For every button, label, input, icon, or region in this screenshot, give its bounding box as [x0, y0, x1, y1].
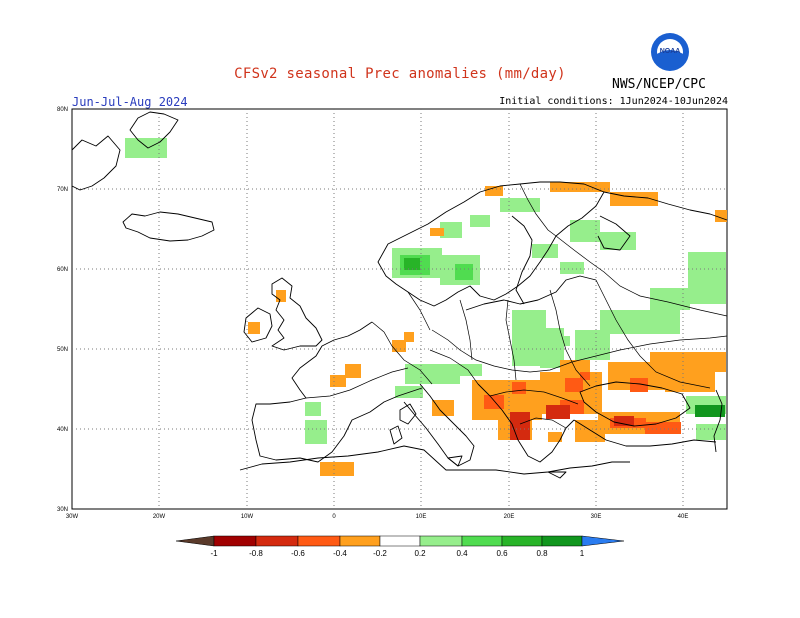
legend-swatch-9: [541, 535, 583, 547]
forecast-period: Jun-Jul-Aug 2024: [72, 95, 188, 109]
legend-tick-label: -0.8: [249, 549, 263, 558]
western-europe-coast: [251, 321, 423, 463]
balkans-coast: [477, 383, 575, 463]
mediterranean-islands: [389, 403, 567, 479]
legend-tick-label: 0.4: [456, 549, 468, 558]
legend-swatch-2: [255, 535, 299, 547]
greenland-coast: [71, 135, 121, 191]
color-legend: -1 -0.8 -0.6 -0.4 -0.2 0.2 0.4 0.6 0.8 1: [175, 535, 625, 558]
north-africa-coast: [239, 445, 630, 475]
lon-label-30e: 30E: [591, 514, 602, 520]
gulf-bothnia: [511, 215, 533, 305]
lon-label-20e: 20E: [504, 514, 515, 520]
legend-tick-label: -0.4: [333, 549, 347, 558]
svalbard-coast: [129, 111, 179, 149]
white-sea: [597, 215, 631, 251]
legend-tick-label: 0.6: [496, 549, 508, 558]
lat-label-80n: 80N: [57, 107, 68, 113]
legend-swatch-4: [339, 535, 381, 547]
legend-swatch-6: [419, 535, 463, 547]
russia-north-coast: [603, 191, 728, 221]
legend-tick-label: -0.6: [291, 549, 305, 558]
legend-swatch-1: [213, 535, 257, 547]
anatolia-coast: [573, 419, 717, 447]
legend-swatch-8: [501, 535, 543, 547]
anomaly-cells: [125, 138, 727, 476]
iceland-coast: [122, 211, 215, 242]
legend-swatch-7: [461, 535, 503, 547]
initial-conditions: Initial conditions: 1Jun2024-10Jun2024: [499, 96, 728, 107]
country-borders: [305, 183, 728, 429]
lat-label-30n: 30N: [57, 507, 68, 513]
black-sea-coast: [579, 381, 691, 427]
legend-lower-arrow: [175, 535, 215, 547]
map-frame: [71, 108, 728, 510]
lat-label-60n: 60N: [57, 267, 68, 273]
ireland-coast: [243, 307, 273, 343]
legend-upper-arrow: [581, 535, 625, 547]
legend-tick-label: 0.8: [536, 549, 548, 558]
britain-coast: [271, 277, 323, 351]
baltic-coast: [465, 275, 597, 311]
legend-swatch-3: [297, 535, 341, 547]
caspian-edge: [713, 389, 723, 453]
noaa-logo-text: NOAA: [660, 48, 681, 55]
lat-label-40n: 40N: [57, 427, 68, 433]
lon-label-20w: 20W: [153, 514, 166, 520]
lon-label-40e: 40E: [678, 514, 689, 520]
map-title: CFSv2 seasonal Prec anomalies (mm/day): [234, 66, 566, 82]
legend-tick-label: 1: [580, 549, 585, 558]
italy-coast: [403, 383, 475, 467]
legend-tick-label: -1: [210, 549, 218, 558]
legend-swatch-5: [379, 535, 421, 547]
lon-label-30w: 30W: [66, 514, 79, 520]
gridlines: [72, 109, 727, 509]
lon-label-0: 0: [332, 514, 336, 520]
lon-label-10e: 10E: [416, 514, 427, 520]
lat-label-50n: 50N: [57, 347, 68, 353]
legend-tick-label: 0.2: [414, 549, 426, 558]
lat-label-70n: 70N: [57, 187, 68, 193]
lon-label-10w: 10W: [241, 514, 254, 520]
legend-tick-label: -0.2: [373, 549, 387, 558]
agency-label: NWS/NCEP/CPC: [612, 77, 706, 92]
axis-labels: 30N 40N 50N 60N 70N 80N 30W 20W 10W 0 10…: [57, 107, 688, 520]
noaa-logo: NOAA: [651, 33, 689, 71]
